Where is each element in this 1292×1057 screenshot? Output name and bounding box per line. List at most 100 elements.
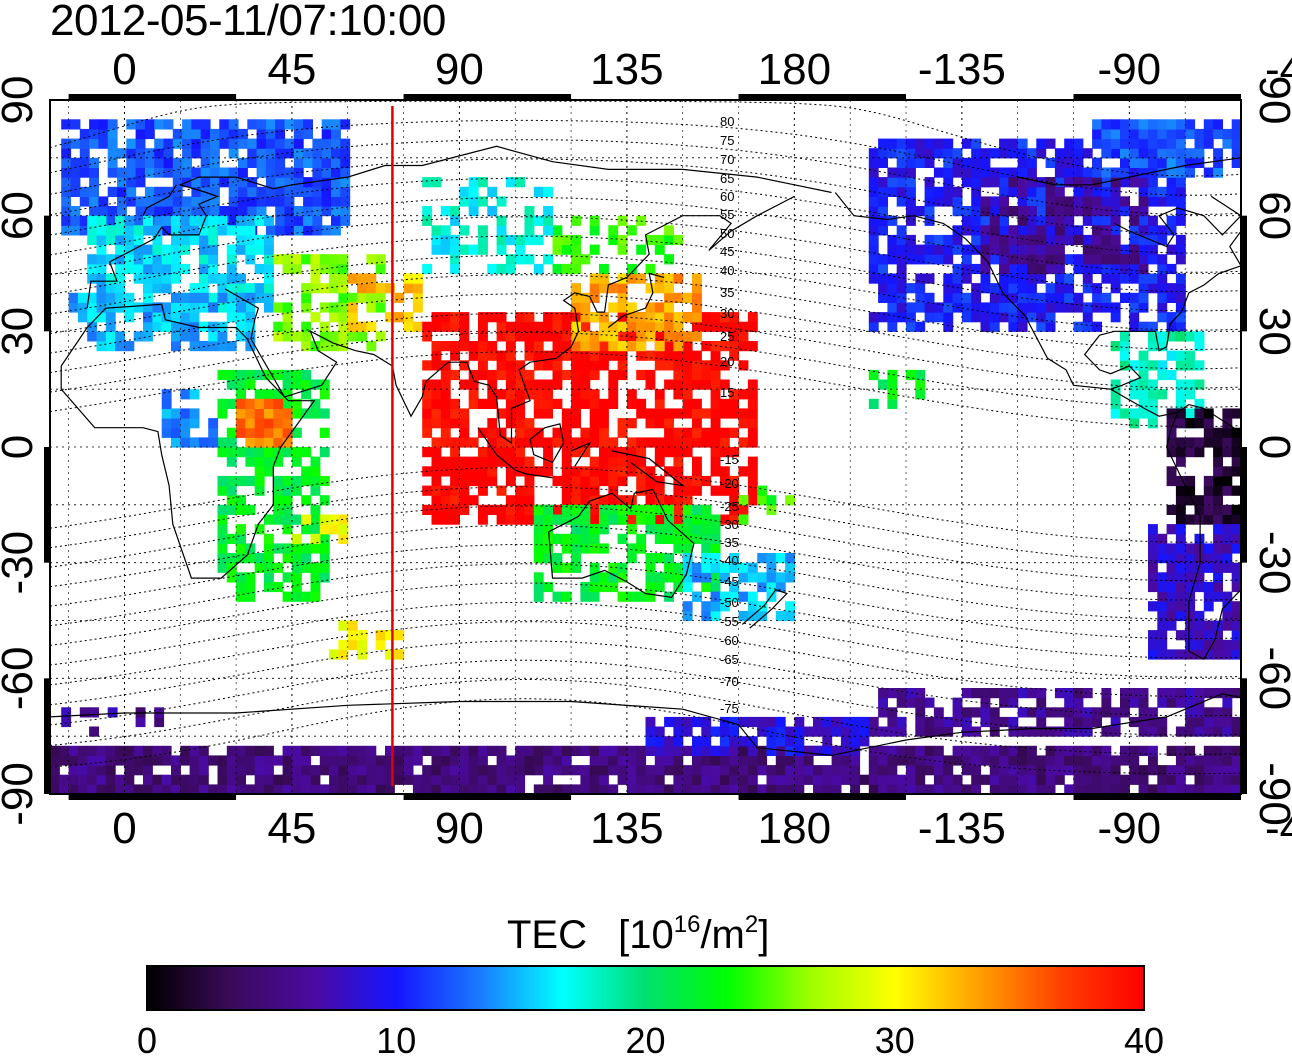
colorbar-tick: 40 <box>1124 1020 1164 1057</box>
maglat-contour <box>50 505 1241 582</box>
y-tick-label-right: -90 <box>1250 762 1292 826</box>
coastline-segment <box>477 427 553 479</box>
coastline-segment <box>86 145 832 309</box>
contour-label: -35 <box>720 535 739 550</box>
maglat-contour <box>50 158 1241 235</box>
coastline-segment <box>142 184 178 216</box>
x-tick-label-bottom: -45 <box>1265 804 1292 853</box>
colorbar-unit-base: [10 <box>618 913 674 957</box>
contour-label: 25 <box>720 329 734 344</box>
maglat-contour <box>50 466 1241 543</box>
x-tick-label-bottom: 45 <box>267 804 316 853</box>
maglat-contour <box>50 601 1241 678</box>
y-tick-label-right: 0 <box>1250 435 1292 459</box>
y-tick-label-left: 90 <box>0 76 42 125</box>
tec-patch-region <box>61 119 351 236</box>
tec-patch-region <box>68 292 256 352</box>
y-tick-label-right: 30 <box>1250 307 1292 356</box>
frame-tick-bars <box>44 94 1247 800</box>
colorbar-title: TEC [1016/m2] <box>507 911 769 957</box>
contour-label: 60 <box>720 189 734 204</box>
x-tick-label-bottom: 135 <box>590 804 663 853</box>
coastline-segment <box>741 588 788 629</box>
coastline-segment <box>607 272 665 328</box>
tec-patch-region <box>273 254 386 352</box>
contour-label: -30 <box>720 517 739 532</box>
colorbar-title-quantity: TEC <box>507 913 587 957</box>
tec-patch-region <box>980 177 1149 275</box>
maglat-contour <box>50 216 1241 293</box>
tec-patch-region <box>552 215 684 275</box>
colorbar-tick: 20 <box>625 1020 665 1057</box>
contour-label: -15 <box>720 452 739 467</box>
maglat-contour <box>50 100 1241 177</box>
maglat-contour <box>50 698 1241 775</box>
colorbar: TEC [1016/m2] 0 10 20 30 40 <box>137 911 1164 1057</box>
tec-patch-region <box>571 273 702 352</box>
maglat-contour <box>50 659 1241 736</box>
coastline-segment <box>60 303 316 579</box>
tec-patch-region <box>1166 408 1241 525</box>
contour-label: 40 <box>720 263 734 278</box>
y-tick-label-left: -30 <box>0 531 42 595</box>
coastline-segment <box>1083 334 1142 390</box>
x-tick-label-top: 180 <box>758 45 831 94</box>
contour-label: 70 <box>720 152 734 167</box>
contour-label: -55 <box>720 614 739 629</box>
contour-label: 65 <box>720 171 734 186</box>
tec-patch-region <box>161 389 219 448</box>
x-tick-label-top: 45 <box>267 45 316 94</box>
y-tick-label-right: -30 <box>1250 531 1292 595</box>
x-tick-label-bottom: -135 <box>918 804 1006 853</box>
x-tick-label-top: -90 <box>1098 45 1162 94</box>
contour-label: 75 <box>720 133 734 148</box>
y-tick-label-right: 60 <box>1250 191 1292 240</box>
colorbar-tick-labels: 0 10 20 30 40 <box>137 1020 1164 1057</box>
x-tick-label-top: -135 <box>918 45 1006 94</box>
colorbar-unit-end: ] <box>758 913 769 957</box>
coastline-segment <box>1099 330 1156 336</box>
contour-label: 80 <box>720 114 734 129</box>
contour-label: 45 <box>720 244 734 259</box>
contour-label: 55 <box>720 207 734 222</box>
x-axis-bottom-labels: 0 45 90 135 180 -135 -90 -45 <box>112 804 1292 853</box>
y-tick-label-right: -60 <box>1250 647 1292 711</box>
x-tick-label-bottom: 180 <box>758 804 831 853</box>
x-tick-label-bottom: -90 <box>1098 804 1162 853</box>
maglat-contour <box>50 332 1241 408</box>
colorbar-unit-mid: /m <box>700 913 744 957</box>
tec-patch-region <box>868 369 926 409</box>
x-tick-label-top: 90 <box>435 45 484 94</box>
contour-label: -50 <box>720 595 739 610</box>
y-axis-left-labels: 90 60 30 0 -30 -60 -90 <box>0 76 42 826</box>
maglat-contour <box>50 177 1241 254</box>
x-tick-label-bottom: 90 <box>435 804 484 853</box>
tec-patch-region <box>868 138 1186 332</box>
tec-patch-region <box>1092 119 1241 178</box>
y-tick-label-left: 0 <box>0 435 42 459</box>
contour-label: -70 <box>720 674 739 689</box>
y-tick-label-left: 30 <box>0 307 42 356</box>
tec-patch-region <box>217 369 330 602</box>
tec-patch-region <box>236 398 293 448</box>
x-tick-label-top: -45 <box>1265 45 1292 94</box>
maglat-contour <box>50 312 1241 389</box>
maglat-contour <box>50 254 1241 331</box>
tec-patch-region <box>422 177 553 275</box>
coastlines <box>50 145 1241 757</box>
x-tick-label-top: 0 <box>112 45 136 94</box>
contour-label: -20 <box>720 476 739 491</box>
tec-patch-region <box>50 745 1241 794</box>
contour-label: -75 <box>720 701 739 716</box>
maglat-contour <box>50 621 1241 698</box>
coastline-segment <box>529 423 565 464</box>
maglat-contour <box>50 139 1241 215</box>
x-tick-label-bottom: 0 <box>112 804 136 853</box>
y-tick-label-left: -60 <box>0 647 42 711</box>
contour-label: -60 <box>720 633 739 648</box>
maglat-contour <box>50 486 1241 562</box>
maglat-contour <box>50 543 1241 620</box>
colorbar-tick: 30 <box>875 1020 915 1057</box>
tec-patch-region <box>1148 524 1241 660</box>
